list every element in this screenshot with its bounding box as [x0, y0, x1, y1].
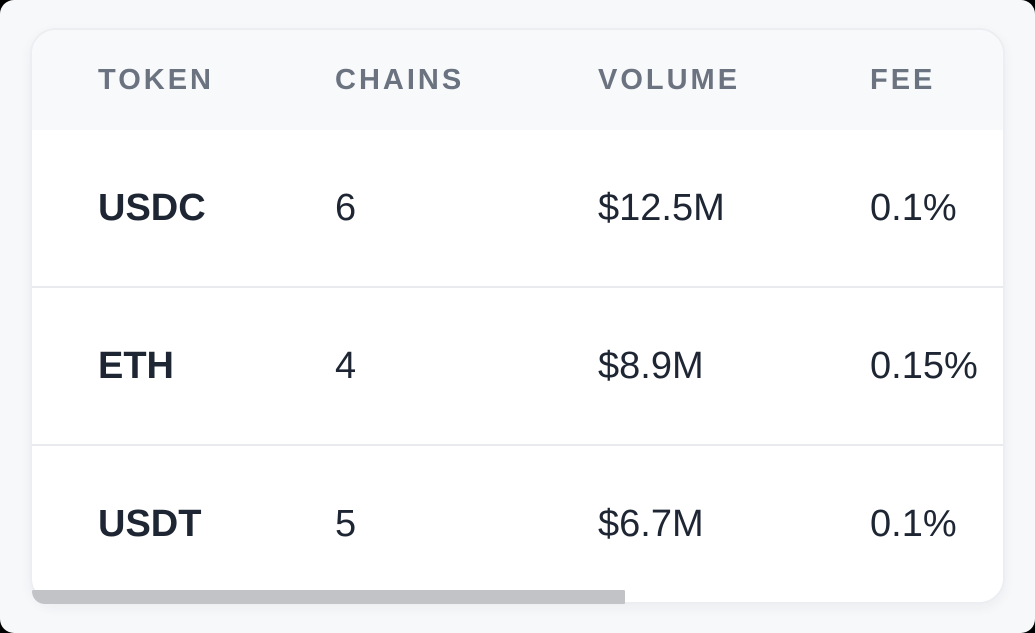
fee-cell: 0.1%	[870, 502, 957, 545]
volume-cell: $12.5M	[598, 186, 725, 229]
chains-cell: 6	[335, 186, 357, 229]
token-stats-card: TOKEN CHAINS VOLUME FEE USDC 6 $12.5M 0.…	[30, 28, 1005, 604]
table-row: USDC 6 $12.5M 0.1%	[32, 130, 1003, 286]
chains-cell: 5	[335, 502, 357, 545]
horizontal-scrollbar-thumb[interactable]	[32, 590, 625, 604]
table-header-row: TOKEN CHAINS VOLUME FEE	[32, 30, 1003, 130]
volume-cell: $6.7M	[598, 502, 704, 545]
table-row: ETH 4 $8.9M 0.15%	[32, 286, 1003, 444]
table-body: USDC 6 $12.5M 0.1% ETH 4 $8.9M 0.15% USD…	[32, 130, 1003, 602]
fee-cell: 0.1%	[870, 186, 957, 229]
token-cell: ETH	[98, 344, 174, 387]
fee-cell: 0.15%	[870, 344, 978, 387]
token-cell: USDC	[98, 186, 206, 229]
volume-cell: $8.9M	[598, 344, 704, 387]
chains-cell: 4	[335, 344, 357, 387]
token-cell: USDT	[98, 502, 202, 545]
column-header-chains: CHAINS	[335, 63, 465, 96]
table-row: USDT 5 $6.7M 0.1%	[32, 444, 1003, 602]
column-header-token: TOKEN	[98, 63, 214, 96]
column-header-volume: VOLUME	[598, 63, 741, 96]
column-header-fee: FEE	[870, 63, 936, 96]
